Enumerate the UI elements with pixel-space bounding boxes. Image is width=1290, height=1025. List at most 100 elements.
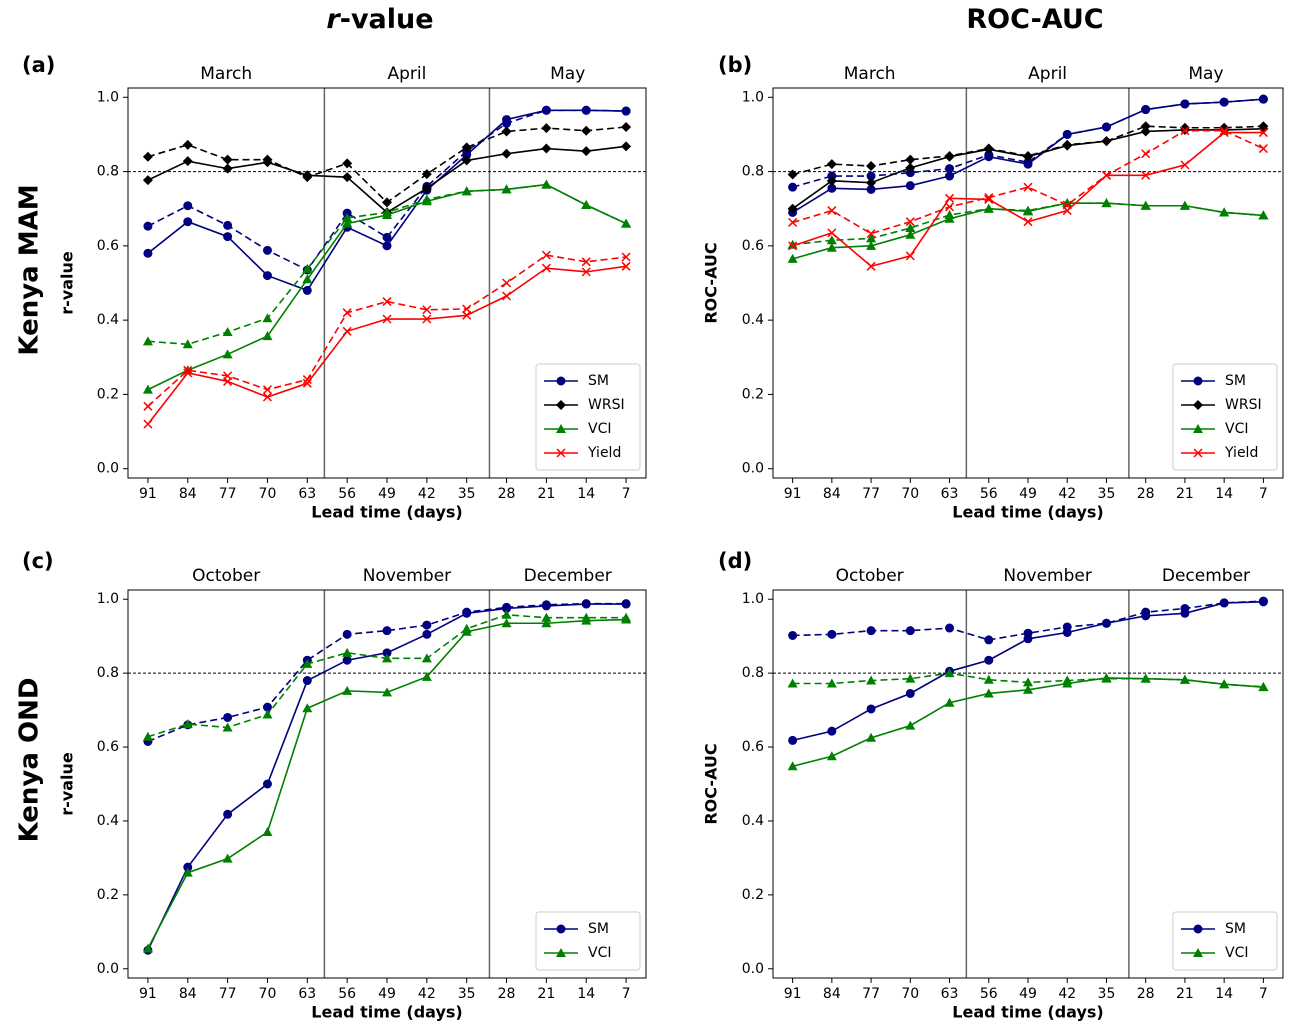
x-tick-label: 91 (784, 486, 802, 502)
marker (541, 612, 552, 622)
marker (262, 271, 272, 281)
marker (1141, 611, 1151, 621)
legend-label: SM (588, 921, 609, 937)
marker (262, 245, 272, 255)
plot-frame (772, 87, 1284, 479)
marker (1180, 608, 1190, 618)
marker (302, 658, 313, 668)
x-tick-label: 28 (1137, 486, 1155, 502)
marker (581, 105, 591, 115)
marker (1062, 129, 1072, 139)
y-tick-label: 0.8 (742, 665, 764, 681)
marker (787, 169, 798, 180)
marker (621, 122, 632, 132)
marker (1062, 198, 1073, 208)
x-tick-label: 91 (139, 986, 157, 1002)
series-line-dashed (147, 602, 627, 743)
marker (302, 274, 313, 284)
marker (787, 239, 798, 249)
x-tick-label: 77 (219, 486, 237, 502)
month-label: March (844, 64, 896, 84)
marker (983, 144, 994, 155)
marker (1258, 144, 1268, 154)
marker (1101, 136, 1112, 147)
y-tick-label: 0.6 (97, 238, 119, 254)
marker (461, 186, 472, 196)
marker (1101, 198, 1112, 208)
marker (983, 688, 994, 698)
marker (223, 809, 233, 819)
marker (421, 196, 432, 206)
x-tick-label: 21 (537, 986, 555, 1002)
marker (905, 154, 916, 165)
marker (182, 867, 193, 877)
marker (342, 308, 352, 318)
marker (787, 203, 798, 214)
x-tick-label: 49 (378, 486, 396, 502)
marker (905, 720, 916, 730)
marker (382, 687, 392, 697)
marker (826, 159, 837, 170)
x-tick-label: 21 (1176, 986, 1194, 1002)
marker (302, 676, 312, 686)
marker (945, 202, 955, 212)
marker (905, 181, 915, 191)
x-tick-label: 56 (980, 486, 998, 502)
marker (1101, 170, 1111, 180)
marker (945, 164, 955, 174)
legend-marker (556, 448, 566, 458)
marker (1258, 597, 1268, 607)
x-axis-label: Lead time (days) (952, 1003, 1103, 1022)
marker (541, 263, 551, 273)
marker (1258, 123, 1269, 134)
marker (1023, 182, 1033, 192)
marker (827, 726, 837, 736)
y-tick-label: 0.0 (97, 961, 119, 977)
marker (142, 943, 153, 953)
marker (983, 674, 994, 684)
marker (262, 157, 273, 168)
marker (1140, 200, 1151, 210)
marker (302, 378, 312, 388)
marker (866, 233, 877, 243)
marker (944, 697, 955, 707)
panel-label: (a) (22, 53, 55, 77)
x-tick-label: 49 (1019, 986, 1037, 1002)
marker (945, 171, 955, 181)
marker (421, 183, 432, 194)
marker (302, 170, 313, 181)
marker (382, 297, 392, 307)
y-tick-label: 0.2 (742, 887, 764, 903)
legend-label: Yield (1224, 445, 1258, 461)
marker (541, 601, 551, 611)
x-tick-label: 56 (338, 486, 356, 502)
marker (223, 712, 233, 722)
marker (541, 250, 551, 260)
marker (421, 671, 432, 681)
marker (983, 203, 994, 213)
marker (1180, 99, 1190, 109)
marker (787, 253, 798, 263)
marker (1219, 126, 1229, 136)
marker (462, 310, 472, 320)
marker (866, 626, 876, 636)
marker (621, 106, 631, 116)
marker (302, 703, 313, 713)
marker (1180, 126, 1190, 136)
marker (788, 241, 798, 251)
marker (787, 678, 798, 688)
x-axis-label: Lead time (days) (952, 503, 1103, 522)
x-tick-label: 56 (980, 986, 998, 1002)
y-tick-label: 0.4 (742, 813, 764, 829)
legend-label: VCI (588, 945, 611, 961)
legend-marker (556, 376, 566, 386)
x-tick-label: 84 (179, 986, 197, 1002)
marker (866, 675, 877, 685)
marker (502, 278, 512, 288)
x-tick-label: 28 (498, 486, 516, 502)
marker (501, 184, 512, 194)
marker (1219, 679, 1230, 689)
x-axis-label: Lead time (days) (311, 1003, 462, 1022)
legend-label: VCI (1225, 945, 1248, 961)
